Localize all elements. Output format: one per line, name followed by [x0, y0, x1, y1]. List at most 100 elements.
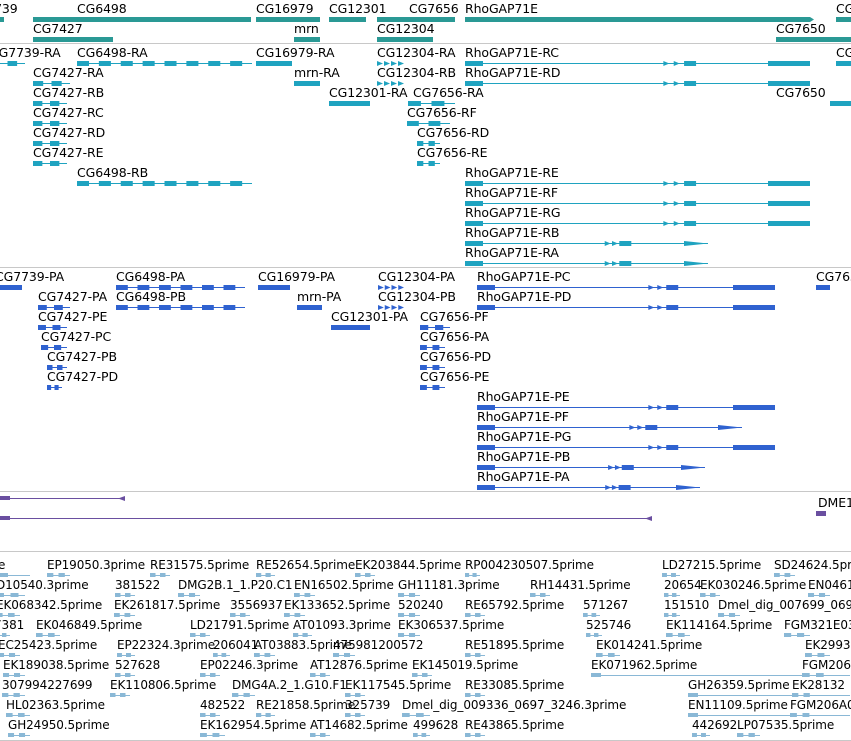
feature[interactable]: CG6498-PB	[0, 290, 851, 310]
feature[interactable]: RhoGAP71E-RA	[0, 246, 851, 266]
feature[interactable]: RhoGAP71E-RB	[0, 226, 851, 246]
feature[interactable]: SD24624.5prime	[0, 558, 851, 577]
feature[interactable]: mrn-RA	[0, 66, 851, 86]
feature[interactable]: CG16979	[0, 2, 851, 22]
feature[interactable]: CG7656-PA	[0, 330, 851, 350]
feature[interactable]: RhoGAP71E-RD	[0, 66, 851, 86]
feature[interactable]: CG7656-PD	[0, 350, 851, 370]
feature[interactable]: CG12304-PA	[0, 270, 851, 290]
feature[interactable]: DMG2B.1_1.P20.C1	[0, 578, 851, 597]
feature[interactable]: EK203844.5prime	[0, 558, 851, 577]
feature[interactable]: GH24950.5prime	[0, 718, 851, 737]
feature[interactable]: CG7739-PA	[0, 270, 851, 290]
feature[interactable]: CG6498-RA	[0, 46, 851, 66]
feature[interactable]	[0, 496, 851, 514]
feature[interactable]: CG7427-RB	[0, 86, 851, 106]
feature[interactable]: 307994227699	[0, 678, 851, 697]
feature[interactable]: GH11181.3prime	[0, 578, 851, 597]
feature[interactable]: CG12301-PA	[0, 310, 851, 330]
feature[interactable]: RE65792.5prime	[0, 598, 851, 617]
feature[interactable]: RhoGAP71E-PD	[0, 290, 851, 310]
feature[interactable]: CG7427-PB	[0, 350, 851, 370]
feature[interactable]: CG7656-RD	[0, 126, 851, 146]
feature[interactable]: LD21791.5prime	[0, 618, 851, 637]
feature[interactable]: LP07535.5prime	[0, 718, 851, 737]
feature[interactable]: EK114164.5prime	[0, 618, 851, 637]
feature[interactable]: RE21858.5prime	[0, 698, 851, 717]
feature[interactable]: CG12304-PB	[0, 290, 851, 310]
feature[interactable]: EP02246.3prime	[0, 658, 851, 677]
feature[interactable]: EK030246.5prime	[0, 578, 851, 597]
feature[interactable]: 571267	[0, 598, 851, 617]
feature[interactable]: AT12876.5prime	[0, 658, 851, 677]
feature[interactable]: EK189038.5prime	[0, 658, 851, 677]
feature[interactable]: CG6498-PA	[0, 270, 851, 290]
feature[interactable]: 151510	[0, 598, 851, 617]
feature[interactable]: DMG4A.2_1.G10.F1	[0, 678, 851, 697]
feature[interactable]: EP19050.3prime	[0, 558, 851, 577]
feature[interactable]: CG7427-RA	[0, 66, 851, 86]
feature[interactable]: EK261817.5prime	[0, 598, 851, 617]
feature[interactable]: CG6498	[0, 2, 851, 22]
feature[interactable]	[0, 516, 851, 534]
feature[interactable]: CG7739	[0, 2, 851, 22]
feature[interactable]: CG7427-PA	[0, 290, 851, 310]
feature[interactable]: AT14682.5prime	[0, 718, 851, 737]
feature[interactable]: EK133652.5prime	[0, 598, 851, 617]
feature[interactable]: EK110806.5prime	[0, 678, 851, 697]
feature[interactable]: CG12304-RB	[0, 66, 851, 86]
feature[interactable]: CG7650	[0, 22, 851, 42]
feature[interactable]: CG7427-PD	[0, 370, 851, 390]
feature[interactable]: CG7656-PF	[0, 310, 851, 330]
feature[interactable]: RE33085.5prime	[0, 678, 851, 697]
feature[interactable]: 520240	[0, 598, 851, 617]
feature[interactable]: CG7427-RD	[0, 126, 851, 146]
feature[interactable]: 325739	[0, 698, 851, 717]
feature[interactable]: EK014241.5prime	[0, 638, 851, 657]
feature[interactable]: RhoGAP71E-RG	[0, 206, 851, 226]
feature[interactable]: CG7656	[0, 2, 851, 22]
feature[interactable]: mrn-PA	[0, 290, 851, 310]
feature[interactable]: RhoGAP71E-RF	[0, 186, 851, 206]
feature[interactable]: 3556937	[0, 598, 851, 617]
feature[interactable]: RE31575.5prime	[0, 558, 851, 577]
feature[interactable]: EK046849.5prime	[0, 618, 851, 637]
feature[interactable]: Dmel_dig_007699_0695	[0, 598, 851, 617]
feature[interactable]: CG16979-PA	[0, 270, 851, 290]
feature[interactable]: CG12304	[0, 22, 851, 42]
feature[interactable]: 20654	[0, 578, 851, 597]
feature[interactable]: RhoGAP71E-RC	[0, 46, 851, 66]
feature[interactable]: CG12304-RA	[0, 46, 851, 66]
feature[interactable]: FGM206	[0, 658, 851, 677]
feature[interactable]: CG7650	[0, 86, 851, 106]
feature[interactable]: CG6498-RB	[0, 166, 851, 186]
feature[interactable]: CG	[0, 46, 851, 66]
feature[interactable]: CG16979-RA	[0, 46, 851, 66]
feature[interactable]: FGM206A0	[0, 698, 851, 717]
feature[interactable]: RH14431.5prime	[0, 578, 851, 597]
feature[interactable]: HL02363.5prime	[0, 698, 851, 717]
feature[interactable]: RhoGAP71E-PA	[0, 470, 851, 490]
feature[interactable]: FGM321E03	[0, 618, 851, 637]
feature[interactable]: EN11109.5prime	[0, 698, 851, 717]
feature[interactable]: EK068342.5prime	[0, 598, 851, 617]
feature[interactable]: AT03883.5prime	[0, 638, 851, 657]
feature[interactable]: EK306537.5prime	[0, 618, 851, 637]
feature[interactable]: RE51895.5prime	[0, 638, 851, 657]
feature[interactable]: EK162954.5prime	[0, 718, 851, 737]
feature[interactable]: EK145019.5prime	[0, 658, 851, 677]
feature[interactable]: CG765	[0, 270, 851, 290]
feature[interactable]: EN0461	[0, 578, 851, 597]
feature[interactable]: CG7427-PE	[0, 310, 851, 330]
feature[interactable]: D10540.3prime	[0, 578, 851, 597]
feature[interactable]: RE43865.5prime	[0, 718, 851, 737]
feature[interactable]: 527628	[0, 658, 851, 677]
feature[interactable]: 525746	[0, 618, 851, 637]
feature[interactable]: EK071962.5prime	[0, 658, 851, 677]
feature[interactable]: mrn	[0, 22, 851, 42]
feature[interactable]: RhoGAP71E	[0, 2, 851, 22]
feature[interactable]: e	[0, 558, 851, 577]
feature[interactable]: 7381	[0, 618, 851, 637]
feature[interactable]: RhoGAP71E-PF	[0, 410, 851, 430]
feature[interactable]: 206041	[0, 638, 851, 657]
